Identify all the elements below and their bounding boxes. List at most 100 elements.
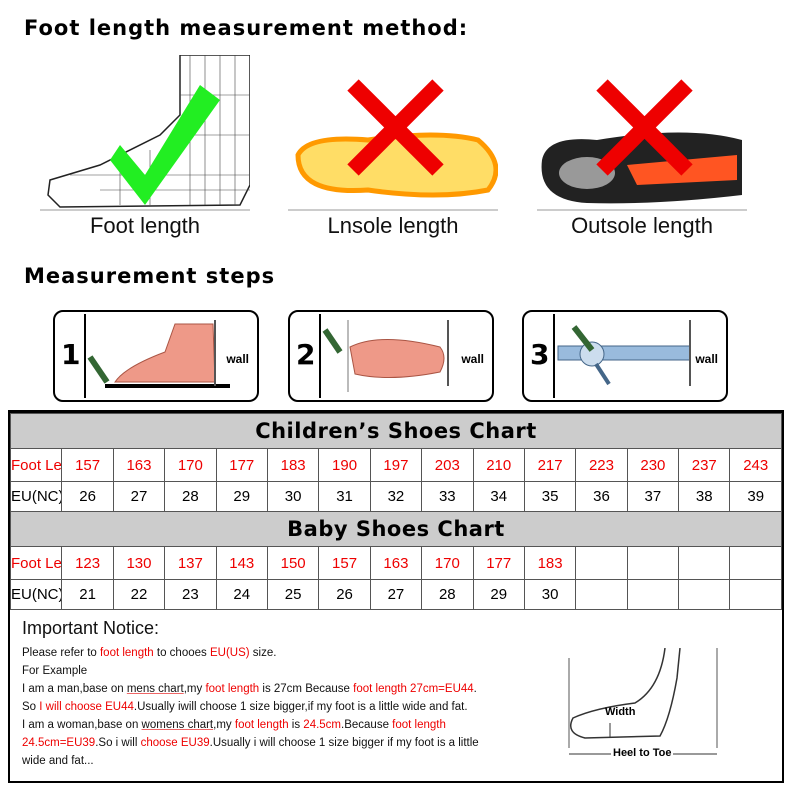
size-table: Children’s Shoes Chart Foot Lenght(mm)15… (9, 413, 782, 610)
notice-section: Important Notice: Please refer to foot l… (10, 610, 782, 776)
table-cell: 177 (215, 448, 268, 482)
table-cell: 35 (523, 481, 577, 512)
panel-foot-length: Foot length (40, 55, 250, 245)
table-cell: 190 (318, 448, 371, 482)
method-title: Foot length measurement method: (24, 16, 469, 40)
table-cell (575, 546, 628, 580)
row-label: Foot Lenght(mm) (9, 448, 63, 482)
table-cell: 237 (678, 448, 731, 482)
table-cell: 31 (318, 481, 371, 512)
children-length-row: Foot Lenght(mm)1571631701771831901972032… (9, 448, 782, 482)
table-cell: 157 (318, 546, 371, 580)
table-cell: 21 (61, 579, 114, 610)
table-cell: 163 (369, 546, 423, 580)
table-cell: 157 (61, 448, 114, 482)
notice-title: Important Notice: (22, 618, 160, 638)
insole-icon (288, 79, 498, 211)
size-chart: Children’s Shoes Chart Foot Lenght(mm)15… (8, 410, 784, 783)
table-cell: 183 (266, 448, 320, 482)
table-cell: 243 (729, 448, 782, 482)
caption: Foot length (89, 213, 201, 238)
panel-insole-length: Lnsole length (288, 55, 498, 245)
heel-to-toe-label: Heel to Toe (611, 747, 674, 760)
table-cell (626, 579, 680, 610)
table-cell: 210 (472, 448, 525, 482)
table-cell: 29 (215, 481, 268, 512)
row-label: EU(NC) Size (9, 481, 63, 512)
wall-label: wall (461, 352, 484, 366)
table-cell: 130 (112, 546, 166, 580)
wall-label: wall (226, 352, 249, 366)
table-cell: 28 (421, 579, 474, 610)
table-cell: 28 (164, 481, 217, 512)
table-cell: 217 (523, 448, 577, 482)
notice-line-7: wide and fat... (22, 755, 94, 767)
baby-chart-title: Baby Shoes Chart (10, 511, 782, 547)
row-label: EU(NC) Size (9, 579, 63, 610)
step-2: 2 wall (288, 310, 494, 402)
table-cell (678, 579, 731, 610)
panel-outsole-length: Outsole length (537, 55, 747, 245)
step-3: 3 wall (522, 310, 728, 402)
table-cell: 150 (266, 546, 320, 580)
outsole-icon (537, 79, 747, 211)
table-cell: 26 (318, 579, 371, 610)
notice-line-4: So I will choose EU44.Usually iwill choo… (22, 701, 468, 713)
baby-length-row: Foot Lenght(mm)1231301371431501571631701… (9, 546, 782, 580)
table-cell: 37 (626, 481, 680, 512)
table-cell: 230 (626, 448, 680, 482)
foot-top-icon (319, 314, 449, 398)
width-label: Width (605, 706, 636, 718)
table-cell: 30 (523, 579, 577, 610)
table-cell: 170 (421, 546, 474, 580)
table-cell: 177 (472, 546, 525, 580)
table-cell: 36 (575, 481, 628, 512)
notice-line-6: 24.5cm=EU39.So i will choose EU39.Usuall… (22, 737, 479, 749)
table-cell: 123 (61, 546, 114, 580)
table-cell: 27 (369, 579, 423, 610)
step-number: 1 (61, 338, 81, 371)
important-notice: Important Notice: Please refer to foot l… (10, 610, 555, 776)
table-cell: 27 (112, 481, 166, 512)
table-cell: 29 (472, 579, 525, 610)
table-cell (678, 546, 731, 580)
baby-size-row: EU(NC) Size21222324252627282930 (9, 579, 782, 610)
wall-label: wall (695, 352, 718, 366)
notice-line-1: Please refer to foot length to chooes EU… (22, 647, 277, 659)
cross-icon (596, 79, 693, 176)
table-cell: 197 (369, 448, 423, 482)
table-cell: 183 (523, 546, 577, 580)
row-label: Foot Lenght(mm) (9, 546, 63, 580)
notice-line-2: For Example (22, 665, 88, 677)
table-cell: 30 (266, 481, 320, 512)
table-cell (729, 579, 782, 610)
foot-side-icon (84, 314, 230, 398)
table-cell: 32 (369, 481, 423, 512)
table-cell: 223 (575, 448, 628, 482)
table-cell: 33 (421, 481, 474, 512)
table-cell (729, 546, 782, 580)
step-1: 1 wall (53, 310, 259, 402)
table-cell: 39 (729, 481, 782, 512)
notice-line-3: I am a man,base on mens chart,my foot le… (22, 683, 477, 695)
table-cell: 137 (164, 546, 217, 580)
table-cell (575, 579, 628, 610)
table-cell: 34 (472, 481, 525, 512)
ruler-icon (553, 314, 691, 398)
foot-wireframe-icon (40, 55, 250, 211)
notice-line-5: I am a woman,base on womens chart,my foo… (22, 719, 446, 731)
table-cell: 143 (215, 546, 268, 580)
table-cell: 170 (164, 448, 217, 482)
steps-title: Measurement steps (24, 264, 276, 288)
table-cell: 25 (266, 579, 320, 610)
step-number: 2 (296, 338, 316, 371)
children-chart-title: Children’s Shoes Chart (10, 413, 782, 449)
foot-measure-diagram: Width Heel to Toe (565, 647, 725, 768)
table-cell: 203 (421, 448, 474, 482)
check-icon (110, 85, 220, 205)
table-cell (626, 546, 680, 580)
table-cell: 24 (215, 579, 268, 610)
table-cell: 163 (112, 448, 166, 482)
table-cell: 26 (61, 481, 114, 512)
